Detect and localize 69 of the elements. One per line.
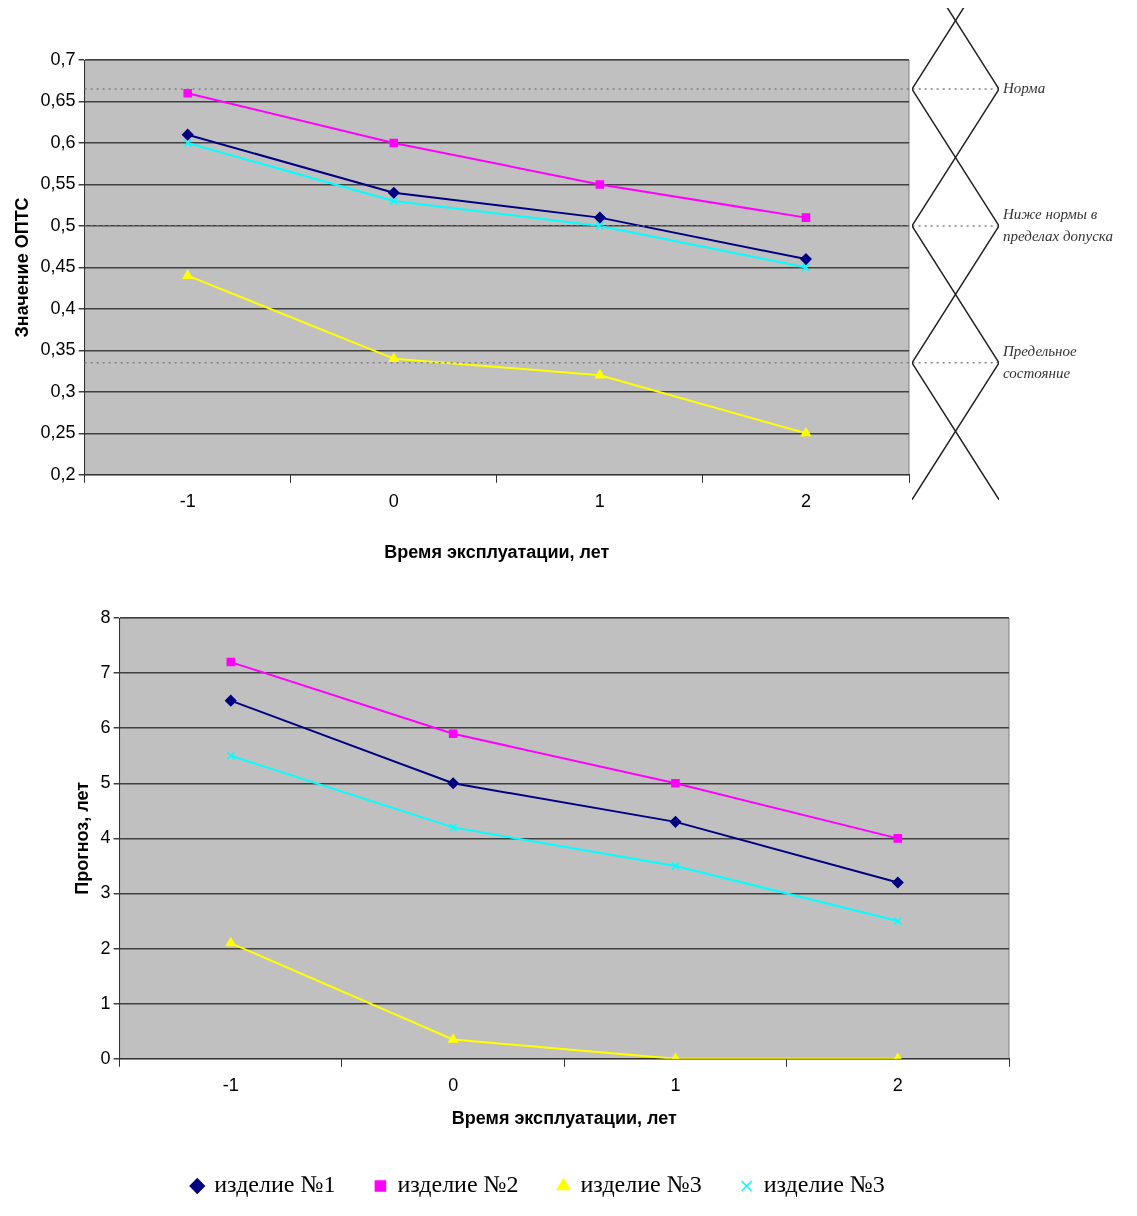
- point: [801, 213, 811, 222]
- y-tick-label: 7: [100, 662, 111, 683]
- point: [183, 88, 192, 98]
- y-tick-label: 5: [100, 772, 111, 793]
- y-tick-label: 0,45: [40, 256, 76, 277]
- point: [595, 180, 605, 189]
- x-axis-title: Время эксплуатации, лет: [384, 542, 610, 563]
- point: [893, 916, 903, 926]
- point: [800, 427, 812, 437]
- point: [669, 816, 682, 828]
- point: [801, 263, 811, 272]
- y-axis-title: Прогноз, лет: [71, 781, 92, 895]
- y-tick-label: 0,25: [40, 422, 76, 443]
- point: [671, 861, 680, 871]
- point: [893, 834, 903, 843]
- point: [448, 1033, 459, 1043]
- point: [448, 729, 458, 738]
- x-tick-label: -1: [222, 1074, 239, 1095]
- legend-label: изделие №1: [214, 1171, 336, 1198]
- y-tick-label: 6: [100, 717, 111, 738]
- point: [594, 369, 605, 379]
- point: [388, 352, 399, 362]
- legend-label: изделие №3: [763, 1171, 885, 1198]
- point: [594, 211, 606, 224]
- point: [447, 777, 459, 790]
- point: [671, 779, 680, 788]
- y-tick-label: 8: [100, 606, 111, 627]
- point: [892, 876, 904, 889]
- x-axis-title: Время эксплуатации, лет: [451, 1108, 677, 1129]
- y-axis-title: Значение ОПТС: [11, 197, 32, 338]
- point: [595, 221, 605, 231]
- x-tick-label: 2: [800, 490, 811, 511]
- ref-line-label: Предельное состояние: [1002, 342, 1077, 381]
- x-tick-label: 2: [892, 1074, 903, 1095]
- x-tick-label: 1: [594, 490, 605, 511]
- y-tick-label: 0,65: [40, 90, 76, 111]
- y-tick-label: 4: [100, 827, 111, 848]
- y-tick-label: 0,7: [50, 48, 76, 69]
- ref-line-label: Ниже нормы в пределах допуска: [1002, 205, 1114, 244]
- y-tick-label: 0,3: [50, 380, 76, 401]
- y-tick-label: 0,5: [50, 214, 76, 235]
- x-tick-label: 1: [670, 1074, 681, 1095]
- point: [182, 269, 193, 279]
- y-tick-label: 3: [100, 882, 111, 903]
- ref-line-label: Норма: [1002, 79, 1046, 96]
- point: [225, 937, 236, 947]
- y-tick-label: 0: [100, 1047, 111, 1068]
- x-tick-label: -1: [179, 490, 196, 511]
- legend-label: изделие №2: [397, 1171, 519, 1198]
- y-tick-label: 0,4: [50, 297, 76, 318]
- point: [800, 253, 812, 265]
- y-tick-label: 0,55: [40, 173, 76, 194]
- y-tick-label: 1: [100, 992, 111, 1013]
- point: [448, 823, 458, 832]
- point: [226, 657, 236, 667]
- x-tick-label: 0: [388, 490, 399, 511]
- point: [389, 196, 399, 206]
- y-tick-label: 0,6: [50, 131, 76, 152]
- y-tick-label: 2: [100, 937, 111, 958]
- x-tick-label: 0: [448, 1074, 459, 1095]
- point: [226, 751, 236, 761]
- y-tick-label: 0,35: [40, 339, 76, 360]
- point: [183, 138, 192, 148]
- y-tick-label: 0,2: [50, 463, 76, 484]
- point: [225, 694, 237, 707]
- point: [389, 138, 399, 148]
- legend-label: изделие №3: [580, 1171, 702, 1198]
- point: [181, 128, 194, 141]
- point: [388, 186, 400, 199]
